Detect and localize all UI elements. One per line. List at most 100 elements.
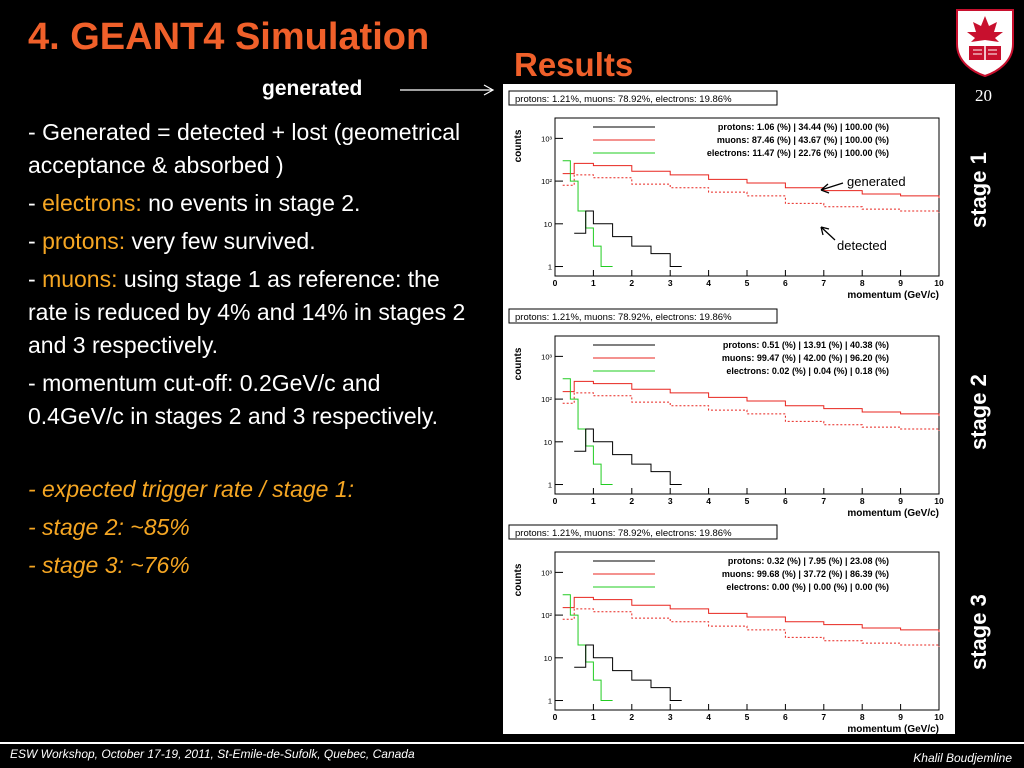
header-text: protons: 1.21%, muons: 78.92%, electrons… — [515, 528, 732, 539]
legend-entry: electrons: 11.47 (%) | 22.76 (%) | 100.0… — [707, 148, 889, 158]
series-muons-solid — [562, 162, 940, 199]
x-tick-label: 10 — [934, 712, 944, 722]
x-tick-label: 1 — [591, 496, 596, 506]
footer-event: ESW Workshop, October 17-19, 2011, St-Em… — [10, 747, 415, 761]
x-tick-label: 7 — [821, 712, 826, 722]
x-tick-label: 5 — [745, 496, 750, 506]
series-muons-dashed — [562, 392, 940, 431]
y-axis-label: counts — [513, 129, 524, 162]
header-text: protons: 1.21%, muons: 78.92%, electrons… — [515, 312, 732, 323]
page-number: 20 — [975, 86, 992, 105]
y-tick-label: 1 — [548, 697, 552, 706]
series-muons-dashed — [562, 174, 940, 213]
histogram-stage-2: protons: 1.21%, muons: 78.92%, electrons… — [508, 308, 944, 519]
bullet-muons: - muons: using stage 1 as reference: the… — [28, 266, 466, 358]
header-box — [508, 90, 778, 106]
annotation-generated: generated — [847, 174, 906, 189]
y-tick-label: 10² — [541, 611, 552, 620]
x-tick-label: 2 — [629, 496, 634, 506]
y-tick-label: 10² — [541, 177, 552, 186]
y-tick-label: 10³ — [541, 134, 552, 143]
header-box — [508, 524, 778, 540]
legend-entry: muons: 99.68 (%) | 37.72 (%) | 86.39 (%) — [722, 569, 889, 579]
plot-frame — [554, 117, 940, 277]
y-axis-label: counts — [513, 563, 524, 596]
y-tick-label: 10² — [541, 395, 552, 404]
x-tick-label: 3 — [668, 278, 673, 288]
x-tick-label: 2 — [629, 278, 634, 288]
x-tick-label: 6 — [783, 712, 788, 722]
footer-divider — [0, 742, 1024, 744]
x-tick-label: 1 — [591, 278, 596, 288]
y-axis-label: counts — [513, 347, 524, 380]
x-tick-label: 4 — [706, 712, 711, 722]
legend-entry: protons: 0.32 (%) | 7.95 (%) | 23.08 (%) — [728, 556, 889, 566]
x-tick-label: 0 — [553, 712, 558, 722]
momentum-histograms: protons: 1.21%, muons: 78.92%, electrons… — [508, 90, 944, 734]
x-tick-label: 4 — [706, 278, 711, 288]
series-protons-solid — [574, 428, 682, 486]
legend-entry: electrons: 0.00 (%) | 0.00 (%) | 0.00 (%… — [726, 582, 889, 592]
x-tick-label: 9 — [898, 712, 903, 722]
arrow-icon — [820, 182, 844, 194]
x-tick-label: 7 — [821, 278, 826, 288]
bullet-list: - Generated = detected + lost (geometric… — [28, 116, 478, 587]
legend-entry: muons: 87.46 (%) | 43.67 (%) | 100.00 (%… — [717, 135, 889, 145]
x-tick-label: 10 — [934, 496, 944, 506]
x-tick-label: 10 — [934, 278, 944, 288]
x-tick-label: 5 — [745, 278, 750, 288]
y-tick-label: 10 — [544, 438, 552, 447]
series-muons-solid — [562, 380, 940, 417]
x-tick-label: 1 — [591, 712, 596, 722]
arrow-right-icon — [400, 84, 495, 96]
trigger-rate-heading: - expected trigger rate / stage 1: — [28, 476, 355, 502]
x-tick-label: 9 — [898, 496, 903, 506]
arrow-icon — [820, 226, 836, 241]
legend-entry: muons: 99.47 (%) | 42.00 (%) | 96.20 (%) — [722, 353, 889, 363]
bullet-momentum-cutoff: - momentum cut-off: 0.2GeV/c and 0.4GeV/… — [28, 370, 438, 429]
header-text: protons: 1.21%, muons: 78.92%, electrons… — [515, 94, 732, 105]
x-tick-label: 8 — [860, 712, 865, 722]
header-box — [508, 308, 778, 324]
legend-entry: electrons: 0.02 (%) | 0.04 (%) | 0.18 (%… — [726, 366, 889, 376]
series-protons-solid — [574, 644, 682, 702]
y-tick-label: 10 — [544, 220, 552, 229]
y-tick-label: 1 — [548, 263, 552, 272]
histogram-stage-3: protons: 1.21%, muons: 78.92%, electrons… — [508, 524, 944, 734]
x-tick-label: 3 — [668, 712, 673, 722]
bullet-electrons: - electrons: no events in stage 2. — [28, 190, 361, 216]
legend-entry: protons: 0.51 (%) | 13.91 (%) | 40.38 (%… — [723, 340, 889, 350]
stage-1-label: stage 1 — [966, 152, 991, 228]
plot-frame — [554, 335, 940, 495]
annotation-detected: detected — [837, 238, 887, 253]
y-tick-label: 1 — [548, 481, 552, 490]
x-tick-label: 7 — [821, 496, 826, 506]
legend-entry: protons: 1.06 (%) | 34.44 (%) | 100.00 (… — [718, 122, 889, 132]
series-muons-dashed — [562, 608, 940, 647]
histogram-stage-1: protons: 1.21%, muons: 78.92%, electrons… — [508, 90, 944, 301]
y-tick-label: 10 — [544, 654, 552, 663]
bullet-generated: - Generated = detected + lost (geometric… — [28, 119, 461, 178]
x-tick-label: 2 — [629, 712, 634, 722]
slide-title: 4. GEANT4 Simulation — [28, 16, 430, 58]
series-muons-solid — [562, 596, 940, 633]
footer-author: Khalil Boudjemline — [913, 751, 1012, 765]
x-tick-label: 6 — [783, 496, 788, 506]
results-heading: Results — [514, 46, 634, 83]
trigger-stage2: - stage 2: ~85% — [28, 514, 190, 540]
x-tick-label: 8 — [860, 278, 865, 288]
x-tick-label: 3 — [668, 496, 673, 506]
y-tick-label: 10³ — [541, 568, 552, 577]
x-tick-label: 4 — [706, 496, 711, 506]
bullet-protons: - protons: very few survived. — [28, 228, 316, 254]
x-axis-label: momentum (GeV/c) — [847, 508, 939, 519]
x-tick-label: 0 — [553, 496, 558, 506]
stage-3-label: stage 3 — [966, 594, 991, 670]
y-tick-label: 10³ — [541, 352, 552, 361]
generated-label: generated — [262, 77, 363, 100]
trigger-stage3: - stage 3: ~76% — [28, 552, 190, 578]
x-tick-label: 5 — [745, 712, 750, 722]
x-tick-label: 0 — [553, 278, 558, 288]
plot-frame — [554, 551, 940, 711]
x-tick-label: 9 — [898, 278, 903, 288]
